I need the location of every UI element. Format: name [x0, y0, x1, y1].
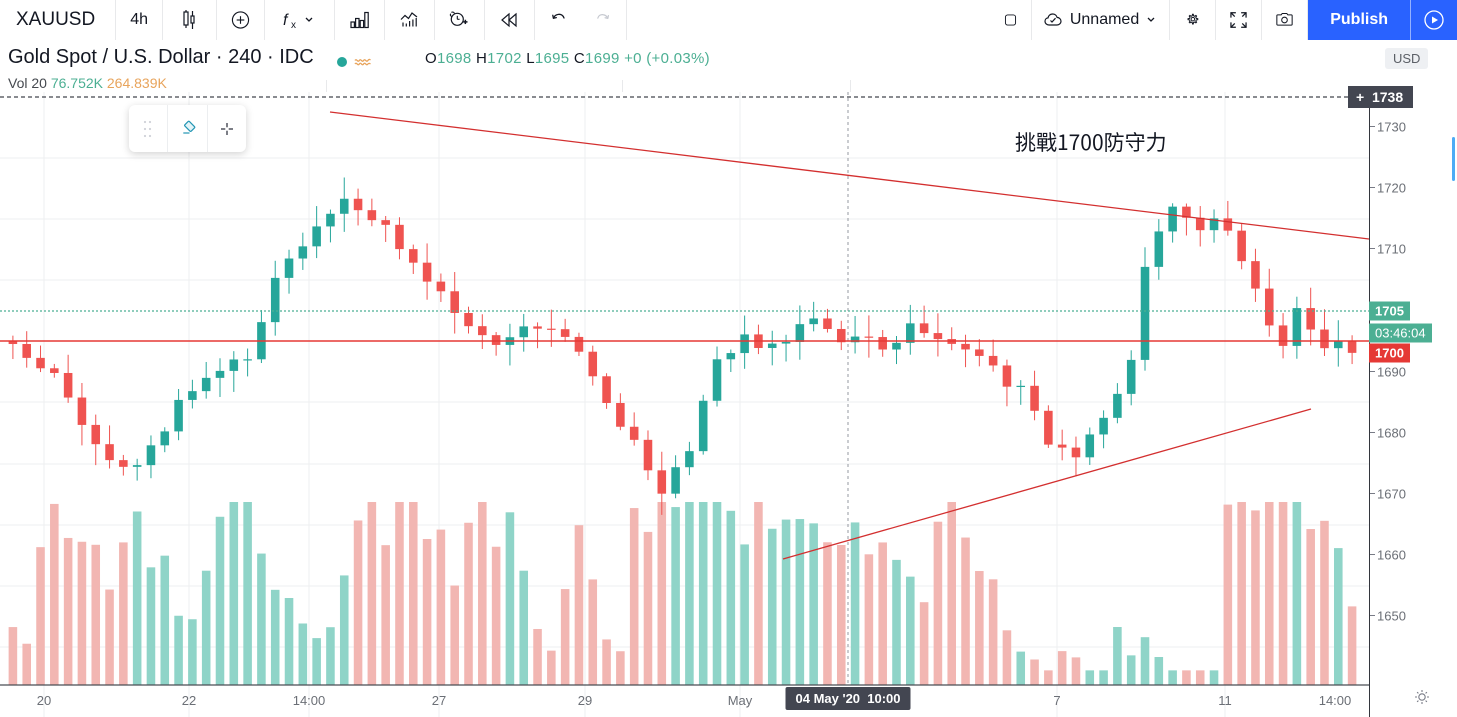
- svg-text:f: f: [283, 12, 289, 29]
- svg-text:x: x: [291, 20, 296, 30]
- svg-text:挑戰1700防守力: 挑戰1700防守力: [1015, 127, 1167, 157]
